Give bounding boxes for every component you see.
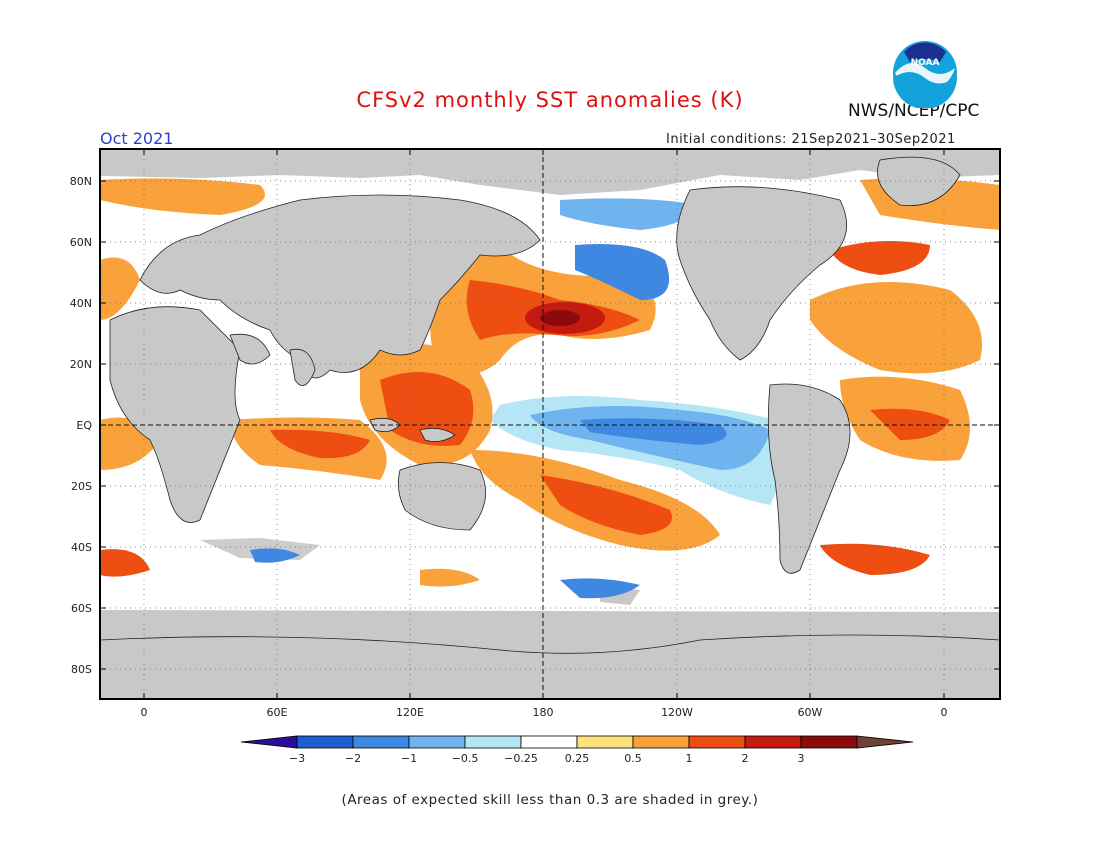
- colorbar-label: 3: [798, 752, 805, 765]
- colorbar-segment: [520, 735, 578, 749]
- lat-label: 80N: [70, 175, 92, 188]
- lat-label: 40S: [71, 541, 92, 554]
- colorbar-labels: −3 −2 −1 −0.5 −0.25 0.25 0.5 1 2 3: [289, 752, 805, 765]
- colorbar-segment: [296, 735, 354, 749]
- lat-label: 40N: [70, 297, 92, 310]
- lat-label: EQ: [76, 419, 92, 432]
- colorbar-label: 0.25: [565, 752, 590, 765]
- lon-label: 120E: [396, 706, 424, 719]
- lat-label: 20S: [71, 480, 92, 493]
- initial-conditions: Initial conditions: 21Sep2021–30Sep2021: [666, 132, 956, 147]
- lon-label: 180: [533, 706, 554, 719]
- lon-label: 60E: [267, 706, 288, 719]
- map-frame: [99, 148, 1001, 700]
- noaa-logo-text: NOAA: [911, 58, 940, 68]
- map-grid: [100, 149, 1000, 699]
- color-bar: −3 −2 −1 −0.5 −0.25 0.25 0.5 1 2 3: [240, 735, 914, 765]
- colorbar-segment: [408, 735, 466, 749]
- colorbar-segment: [744, 735, 802, 749]
- lon-label: 120W: [661, 706, 693, 719]
- lat-label: 60N: [70, 236, 92, 249]
- colorbar-label: −2: [345, 752, 361, 765]
- lat-label: 20N: [70, 358, 92, 371]
- land-masses: [99, 156, 1001, 700]
- colorbar-segment: [464, 735, 522, 749]
- colorbar-arrow-high: [856, 735, 914, 749]
- colorbar-segment: [800, 735, 858, 749]
- colorbar-segment: [632, 735, 690, 749]
- forecast-month: Oct 2021: [100, 129, 174, 148]
- colorbar-segment: [352, 735, 410, 749]
- noaa-logo: NOAA: [893, 41, 958, 108]
- lon-label: 0: [141, 706, 148, 719]
- colorbar-label: 1: [686, 752, 693, 765]
- agency-label: NWS/NCEP/CPC: [848, 101, 980, 121]
- colorbar-label: 0.5: [624, 752, 642, 765]
- colorbar-arrow-low: [240, 735, 298, 749]
- colorbar-label: −0.25: [504, 752, 538, 765]
- sst-anomaly-map: 80N 60N 40N 20N EQ 20S 40S 60S 80S 0 60E…: [70, 148, 1001, 719]
- lon-label: 60W: [798, 706, 823, 719]
- colorbar-segment: [688, 735, 746, 749]
- skill-footnote: (Areas of expected skill less than 0.3 a…: [341, 792, 759, 808]
- colorbar-label: 2: [742, 752, 749, 765]
- colorbar-label: −3: [289, 752, 305, 765]
- colorbar-label: −1: [401, 752, 417, 765]
- lat-label: 60S: [71, 602, 92, 615]
- lon-label: 0: [941, 706, 948, 719]
- lat-label: 80S: [71, 663, 92, 676]
- colorbar-label: −0.5: [452, 752, 479, 765]
- map-title: CFSv2 monthly SST anomalies (K): [356, 88, 744, 112]
- latitude-labels: 80N 60N 40N 20N EQ 20S 40S 60S 80S: [70, 175, 93, 676]
- colorbar-segment: [576, 735, 634, 749]
- longitude-labels: 0 60E 120E 180 120W 60W 0: [141, 706, 948, 719]
